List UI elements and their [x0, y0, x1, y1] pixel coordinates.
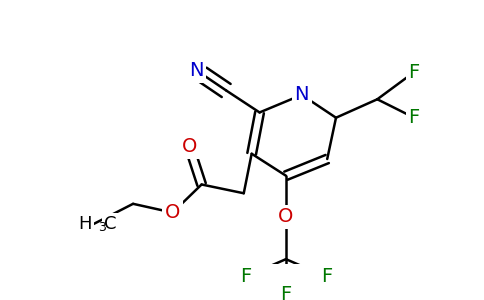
Text: N: N — [189, 61, 204, 80]
Text: F: F — [408, 62, 420, 82]
Text: C: C — [104, 215, 117, 233]
Text: N: N — [294, 85, 309, 104]
Text: O: O — [182, 137, 197, 156]
Text: O: O — [165, 203, 180, 222]
Text: 3: 3 — [98, 221, 106, 234]
Text: F: F — [321, 267, 332, 286]
Text: O: O — [278, 208, 294, 226]
Text: F: F — [408, 108, 420, 127]
Text: F: F — [240, 267, 251, 286]
Text: H: H — [78, 215, 92, 233]
Text: F: F — [280, 285, 291, 300]
